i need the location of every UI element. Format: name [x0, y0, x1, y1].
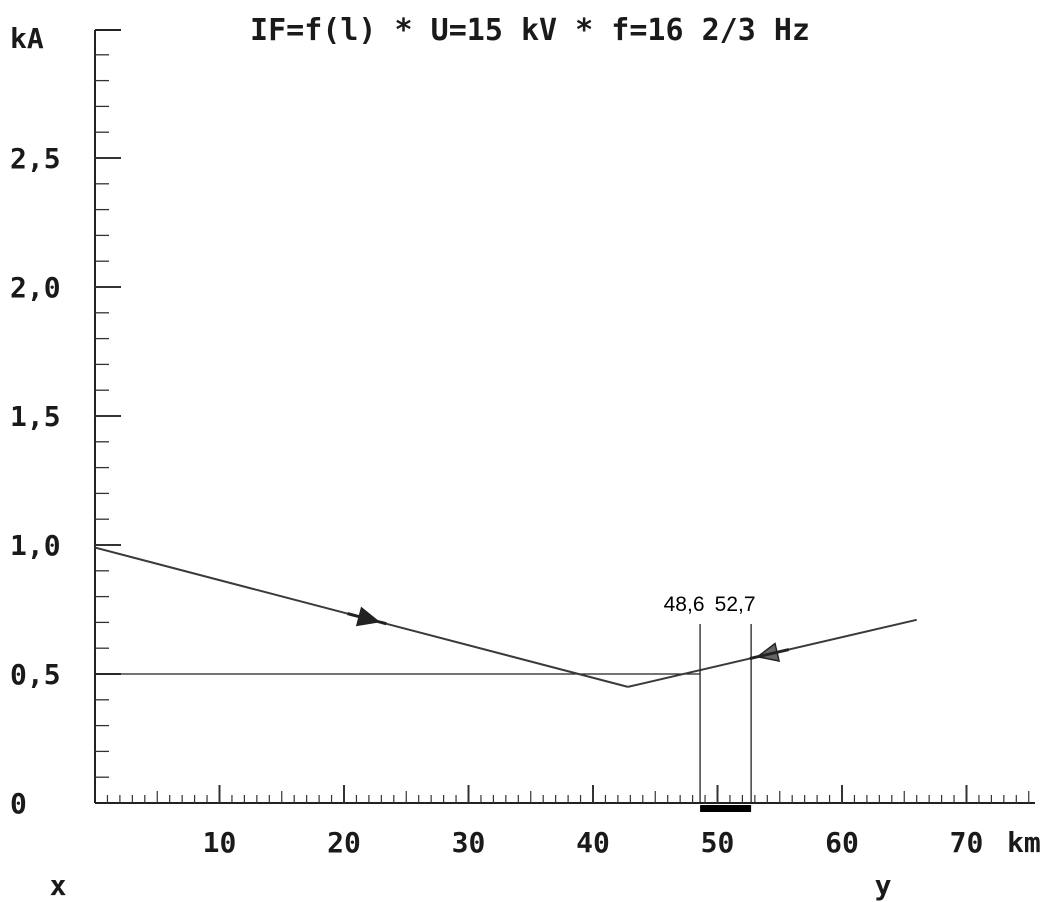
x-tick-label: 10 [203, 826, 237, 859]
x-tick-label: 50 [701, 826, 735, 859]
arrow-shaft [347, 612, 387, 626]
arrow-shaft [749, 648, 790, 661]
marker-label: 52,7 [715, 593, 756, 616]
y-tick-label: 2,0 [10, 271, 61, 304]
y-tick-label: 0 [10, 787, 27, 820]
y-tick-label: 0,5 [10, 658, 61, 691]
x-tick-label: 30 [452, 826, 486, 859]
x-tick-label: 60 [825, 826, 859, 859]
end-label-x: x [50, 869, 67, 902]
end-label-y: y [875, 869, 892, 902]
chart-title: IF=f(l) * U=15 kV * f=16 2/3 Hz [250, 13, 810, 48]
x-tick-label: 40 [576, 826, 610, 859]
x-tick-label: 20 [327, 826, 361, 859]
x-tick-label: 70 [950, 826, 984, 859]
y-tick-label: 1,0 [10, 529, 61, 562]
y-axis-unit: kA [10, 22, 44, 55]
y-tick-label: 2,5 [10, 142, 61, 175]
marker-label: 48,6 [664, 593, 705, 616]
y-tick-label: 1,5 [10, 400, 61, 433]
marker-layer: 48,6 52,7 [664, 593, 756, 812]
axes [94, 29, 1035, 804]
x-tick-labels: 10 20 30 40 50 60 70 [203, 826, 984, 859]
fault-zone-bar [700, 805, 752, 812]
x-axis-unit: km [1007, 826, 1041, 859]
series-layer [94, 546, 917, 688]
y-tick-labels: 0 0,5 1,0 1,5 2,0 2,5 [10, 142, 61, 820]
